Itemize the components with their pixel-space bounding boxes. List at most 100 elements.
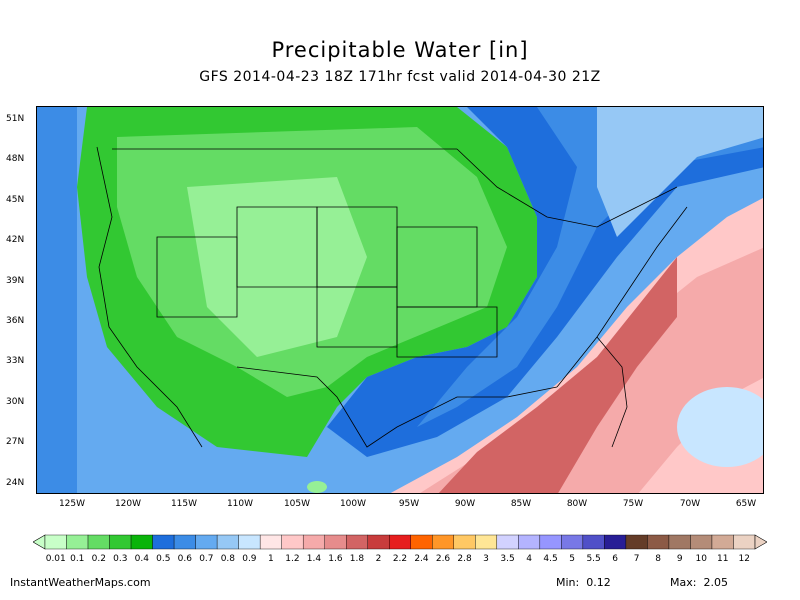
colorbar-tick-label: 8: [655, 554, 662, 564]
lat-label: 30N: [6, 397, 25, 407]
driest-area: [187, 177, 367, 357]
west-coastline: [96, 146, 203, 448]
colorbar-tick-label: 2.4: [414, 554, 429, 564]
colorbar-tick-label: 4.5: [543, 554, 558, 564]
colorbar-swatch: [346, 534, 368, 550]
colorbar-swatch: [647, 534, 670, 550]
lon-label: 110W: [226, 499, 254, 509]
colorbar-tick-label: 1.6: [328, 554, 343, 564]
max-value: 2.05: [703, 576, 728, 589]
colorbar-swatch: [216, 534, 239, 550]
lon-label: 85W: [510, 499, 532, 509]
colorbar-swatch: [195, 534, 218, 550]
colorbar-tick-label: 1.2: [285, 554, 300, 564]
colorbar-tick-label: 3: [483, 554, 489, 564]
lon-label: 125W: [58, 499, 86, 509]
colorbar-tick-label: 9: [676, 554, 683, 564]
colorbar-swatch: [733, 534, 756, 550]
colorbar-swatch: [668, 534, 691, 550]
min-label: Min:: [556, 576, 580, 589]
colorbar-swatch: [475, 534, 498, 550]
colorbar-tick-label: 1.8: [349, 554, 365, 564]
state-box-f: [396, 306, 498, 358]
moist-plume-core: [438, 257, 677, 493]
colorbar-swatch: [259, 534, 282, 550]
colorbar-tick-label: 11: [716, 554, 729, 564]
site-credit: InstantWeatherMaps.com: [10, 576, 151, 589]
colorbar-swatch: [173, 534, 196, 550]
colorbar-swatch: [604, 534, 627, 550]
min-value: 0.12: [586, 576, 611, 589]
colorbar-tick-label: 0.01: [45, 554, 66, 564]
colorbar-swatch: [711, 534, 734, 550]
colorbar-swatch: [496, 534, 519, 550]
lon-label: 115W: [170, 499, 198, 509]
colorbar-tick-label: 0.5: [156, 554, 171, 564]
lon-label: 120W: [114, 499, 142, 509]
colorbar-tick-label: 0.7: [199, 554, 214, 564]
lon-label: 70W: [679, 499, 701, 509]
colorbar-tick-label: 6: [612, 554, 618, 564]
colorbar-swatch: [324, 534, 347, 550]
colorbar-swatch: [130, 534, 153, 550]
colorbar-tick-label: 1: [268, 554, 274, 564]
colorbar-tick-label: 12: [738, 554, 750, 564]
colorbar-swatch: [432, 534, 454, 550]
colorbar-swatch: [281, 534, 304, 550]
northeast-light: [597, 107, 763, 237]
colorbar-left-arrow: [32, 534, 46, 550]
atlantic-dry-pocket: [677, 387, 763, 467]
colorbar-tick-label: 1.4: [306, 554, 322, 564]
lon-label: 90W: [454, 499, 476, 509]
lat-label: 24N: [6, 478, 25, 488]
boundaries: [96, 146, 688, 448]
colorbar-tick-label: 5: [569, 554, 575, 564]
map-field: [37, 107, 763, 493]
colorbar-tick-label: 0.1: [70, 554, 85, 564]
colorbar-right-arrow: [754, 534, 768, 550]
colorbar-swatch: [152, 534, 175, 550]
colorbar-swatch: [44, 534, 67, 550]
gulf-border: [236, 366, 558, 448]
lat-label: 36N: [6, 316, 25, 326]
map-title: Precipitable Water [in]: [271, 38, 529, 62]
great-lakes-band: [417, 107, 763, 427]
lat-label: 45N: [6, 195, 25, 205]
lon-label: 95W: [398, 499, 420, 509]
lon-label: 100W: [339, 499, 367, 509]
map-subtitle: GFS 2014-04-23 18Z 171hr fcst valid 2014…: [199, 69, 601, 85]
colorbar-tick-label: 0.6: [177, 554, 192, 564]
east-coastline: [556, 206, 688, 388]
colorbar-swatch: [582, 534, 605, 550]
great-lakes-border: [456, 148, 678, 228]
lat-label: 27N: [6, 437, 25, 447]
colorbar-tick-label: 2.6: [435, 554, 451, 564]
lon-label: 75W: [622, 499, 644, 509]
colorbar-tick-label: 0.2: [91, 554, 106, 564]
colorbar-tick-label: 10: [695, 554, 707, 564]
colorbar-swatch: [539, 534, 562, 550]
colorbar-tick-label: 0.4: [134, 554, 149, 564]
colorbar-swatch: [66, 534, 89, 550]
max-label: Max:: [670, 576, 697, 589]
colorbar-tick-label: 0.3: [113, 554, 128, 564]
lat-label: 39N: [6, 276, 25, 286]
precipitable-water-map: [36, 106, 764, 494]
colorbar-swatch: [690, 534, 713, 550]
colorbar-swatch: [109, 534, 132, 550]
colorbar-swatch: [625, 534, 648, 550]
colorbar-swatch: [561, 534, 584, 550]
lon-label: 80W: [566, 499, 588, 509]
colorbar-tick-label: 5.5: [586, 554, 601, 564]
colorbar-swatch: [238, 534, 261, 550]
lat-label: 33N: [6, 356, 25, 366]
colorbar-tick-label: 2.8: [457, 554, 472, 564]
lon-label: 105W: [283, 499, 311, 509]
min-value-readout: Min: 0.12: [556, 576, 611, 589]
state-box-d: [156, 236, 238, 318]
moist-plume-mid: [420, 247, 763, 493]
colorbar-tick-label: 7: [633, 554, 640, 564]
lat-label: 42N: [6, 235, 25, 245]
west-coast-band: [37, 107, 77, 493]
color-legend: [32, 533, 768, 555]
